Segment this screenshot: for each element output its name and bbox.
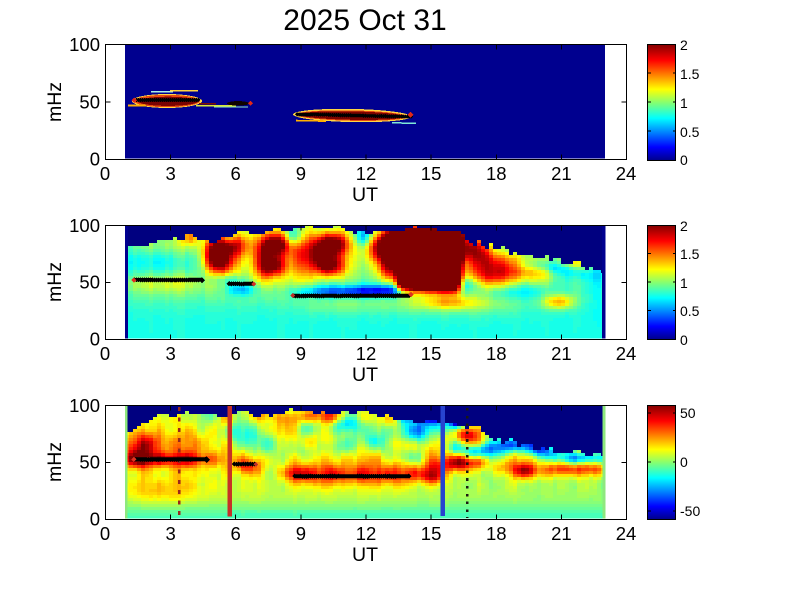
svg-text:21: 21: [551, 523, 572, 544]
svg-text:0: 0: [90, 329, 100, 350]
svg-text:21: 21: [551, 163, 572, 184]
svg-text:100: 100: [69, 395, 100, 416]
svg-text:50: 50: [79, 92, 100, 113]
svg-text:0.5: 0.5: [680, 303, 700, 319]
svg-text:0.5: 0.5: [680, 124, 700, 140]
svg-text:1.5: 1.5: [680, 246, 700, 262]
svg-text:2025 Oct 31: 2025 Oct 31: [283, 4, 446, 37]
svg-text:24: 24: [616, 343, 637, 364]
svg-text:0: 0: [100, 343, 110, 364]
svg-text:100: 100: [69, 34, 100, 55]
svg-text:12: 12: [356, 343, 377, 364]
svg-text:100: 100: [69, 215, 100, 236]
svg-text:1: 1: [680, 275, 688, 291]
svg-text:UT: UT: [352, 364, 378, 386]
svg-text:12: 12: [356, 523, 377, 544]
svg-text:12: 12: [356, 163, 377, 184]
svg-text:-50: -50: [680, 503, 700, 519]
svg-text:15: 15: [421, 523, 442, 544]
svg-text:1: 1: [680, 95, 688, 111]
svg-text:24: 24: [616, 523, 637, 544]
svg-text:mHz: mHz: [44, 82, 66, 122]
svg-text:0: 0: [90, 149, 100, 170]
svg-text:0: 0: [100, 523, 110, 544]
svg-text:50: 50: [680, 405, 696, 421]
svg-text:3: 3: [165, 163, 175, 184]
svg-text:0: 0: [680, 332, 688, 348]
svg-text:15: 15: [421, 163, 442, 184]
svg-text:2: 2: [680, 218, 688, 234]
svg-text:3: 3: [165, 523, 175, 544]
svg-text:6: 6: [231, 343, 241, 364]
svg-text:9: 9: [296, 163, 306, 184]
svg-text:18: 18: [486, 343, 507, 364]
svg-text:18: 18: [486, 523, 507, 544]
svg-text:1.5: 1.5: [680, 66, 700, 82]
svg-text:0: 0: [680, 454, 688, 470]
svg-text:21: 21: [551, 343, 572, 364]
svg-text:0: 0: [680, 152, 688, 168]
svg-text:mHz: mHz: [44, 442, 66, 482]
svg-text:0: 0: [90, 509, 100, 530]
svg-text:mHz: mHz: [44, 262, 66, 302]
svg-text:50: 50: [79, 452, 100, 473]
svg-text:15: 15: [421, 343, 442, 364]
svg-text:18: 18: [486, 163, 507, 184]
svg-text:50: 50: [79, 272, 100, 293]
svg-text:24: 24: [616, 163, 637, 184]
svg-text:2: 2: [680, 37, 688, 53]
svg-text:UT: UT: [352, 184, 378, 206]
svg-text:9: 9: [296, 523, 306, 544]
svg-text:UT: UT: [352, 544, 378, 566]
svg-text:9: 9: [296, 343, 306, 364]
svg-text:3: 3: [165, 343, 175, 364]
svg-text:6: 6: [231, 163, 241, 184]
svg-text:6: 6: [231, 523, 241, 544]
svg-text:0: 0: [100, 163, 110, 184]
